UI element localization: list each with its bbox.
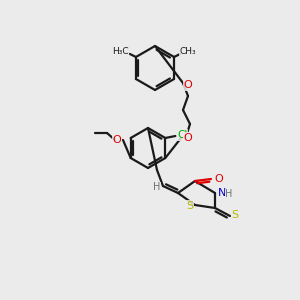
Text: S: S <box>231 210 239 220</box>
Text: O: O <box>184 80 192 90</box>
Text: O: O <box>112 135 122 145</box>
Text: H₃C: H₃C <box>112 47 128 56</box>
Text: H: H <box>225 189 233 199</box>
Text: O: O <box>214 174 224 184</box>
Text: CH₃: CH₃ <box>180 47 196 56</box>
Text: S: S <box>186 201 194 211</box>
Text: Cl: Cl <box>177 130 188 140</box>
Text: N: N <box>218 188 226 198</box>
Text: O: O <box>184 133 192 143</box>
Text: H: H <box>153 182 161 192</box>
